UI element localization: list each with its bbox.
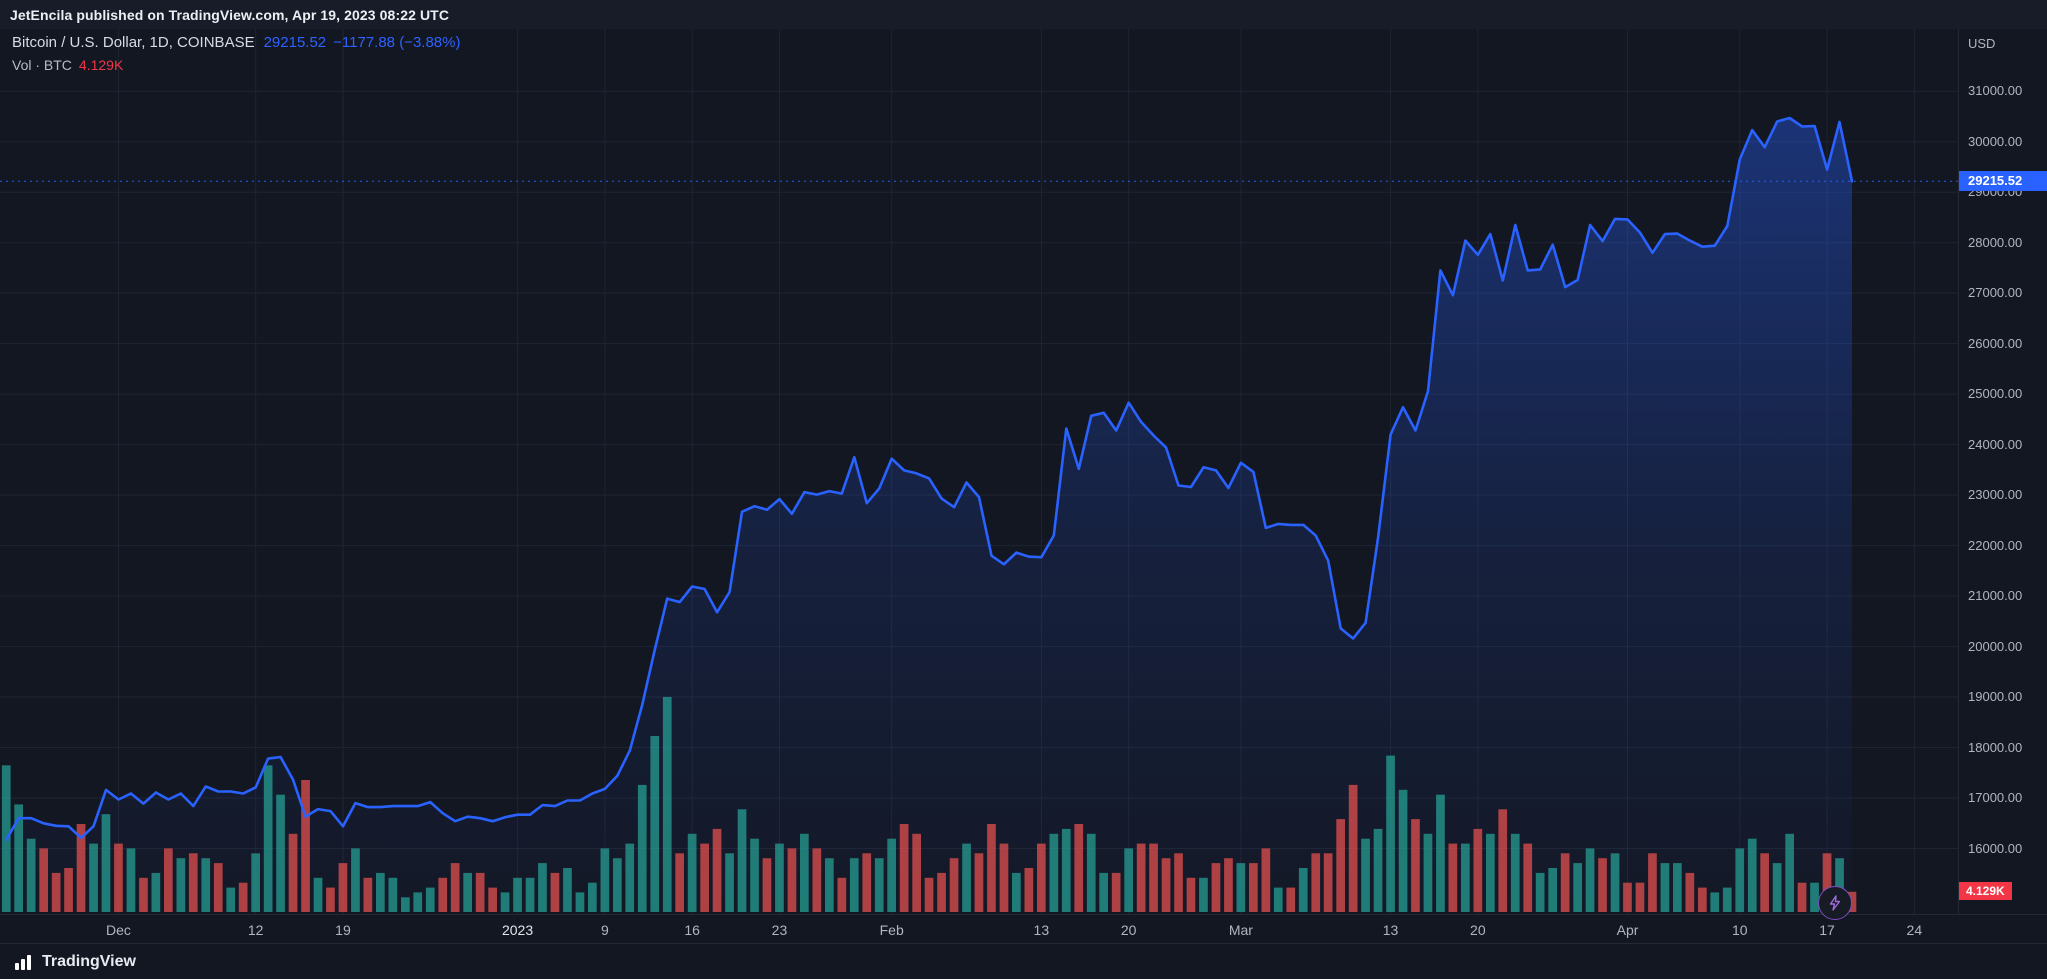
time-axis-label: Dec [106, 922, 131, 938]
legend-change: −1177.88 (−3.88%) [333, 34, 461, 51]
time-axis-label: 12 [247, 922, 264, 938]
price-tick-label: 16000.00 [1968, 840, 2023, 856]
price-tick-label: 19000.00 [1968, 689, 2023, 705]
time-axis-label: 13 [1382, 922, 1399, 938]
quick-trade-button[interactable] [1817, 886, 1852, 920]
legend-last-price: 29215.52 [263, 34, 327, 51]
time-axis-label: 17 [1819, 922, 1835, 938]
chart-area[interactable]: Bitcoin / U.S. Dollar, 1D, COINBASE 29215… [0, 29, 2047, 920]
price-chart-svg[interactable] [0, 29, 1958, 914]
time-axis-label: 9 [600, 922, 609, 938]
time-axis-label: 2023 [501, 922, 534, 938]
volume-badge: 4.129K [1959, 881, 2012, 900]
time-axis-label: 16 [684, 922, 700, 938]
time-axis-label: 20 [1120, 922, 1137, 938]
tradingview-logo-icon[interactable] [13, 952, 33, 972]
symbol-title[interactable]: Bitcoin / U.S. Dollar, 1D, COINBASE [12, 34, 255, 51]
price-tick-label: 27000.00 [1968, 285, 2023, 301]
time-axis-label: 10 [1731, 922, 1748, 938]
price-tick-label: 25000.00 [1968, 386, 2023, 402]
currency-label: USD [1968, 36, 1996, 51]
price-tick-label: 24000.00 [1968, 436, 2023, 452]
footer-brand[interactable]: TradingView [42, 952, 136, 970]
publish-text: JetEncila published on TradingView.com, … [10, 6, 450, 23]
volume-row-label[interactable]: Vol · BTC [12, 57, 72, 73]
price-tick-label: 26000.00 [1968, 335, 2023, 351]
time-axis-label: Mar [1228, 922, 1253, 938]
price-tick-label: 23000.00 [1968, 487, 2023, 503]
legend-volume-value: 4.129K [78, 57, 124, 73]
legend-volume-row: Vol · BTC 4.129K [12, 57, 460, 73]
time-axis-label: 19 [335, 922, 351, 938]
price-scale[interactable]: USD 31000.00 30000.00 29000.00 28000.00 2700… [1958, 29, 2047, 914]
time-axis-label: 20 [1470, 922, 1486, 938]
legend-symbol-row: Bitcoin / U.S. Dollar, 1D, COINBASE 29215… [12, 34, 460, 51]
chart-legend: Bitcoin / U.S. Dollar, 1D, COINBASE 29215… [12, 34, 460, 73]
lightning-icon [1829, 895, 1841, 911]
price-tick-label: 22000.00 [1968, 537, 2023, 553]
footer: TradingView [0, 943, 2047, 979]
time-axis-label: 24 [1906, 922, 1923, 938]
price-tick-label: 21000.00 [1968, 588, 2023, 604]
time-axis[interactable]: Dec 12 19 2023 9 16 23 Feb 13 20 Mar 13 20 Apr 10 17 24 [0, 914, 2047, 943]
time-axis-label: Apr [1616, 922, 1639, 938]
price-tick-label: 17000.00 [1968, 790, 2023, 805]
time-axis-label: 13 [1033, 922, 1050, 938]
price-tick-label: 18000.00 [1968, 739, 2023, 755]
time-axis-label: 23 [771, 922, 788, 938]
last-price-badge: 29215.52 [1959, 171, 2047, 192]
time-axis-label: Feb [879, 922, 904, 938]
price-tick-label: 28000.00 [1968, 234, 2023, 250]
price-tick-label: 20000.00 [1968, 638, 2023, 654]
price-tick-label: 30000.00 [1968, 133, 2023, 149]
publish-bar: JetEncila published on TradingView.com, … [0, 0, 2047, 29]
price-tick-label: 31000.00 [1968, 83, 2023, 99]
